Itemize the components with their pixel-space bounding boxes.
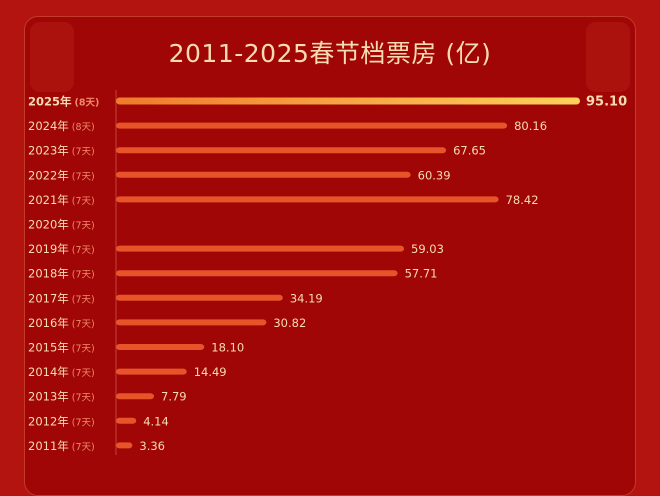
year-label: 2016年 bbox=[28, 316, 69, 330]
year-label: 2020年 bbox=[28, 218, 69, 232]
value-label: 7.79 bbox=[161, 390, 187, 404]
bar-2014年 bbox=[116, 368, 187, 375]
category-label: 2012年 (7天) bbox=[28, 414, 95, 428]
value-label: 60.39 bbox=[418, 168, 451, 182]
category-label: 2017年 (7天) bbox=[28, 291, 95, 305]
category-label: 2016年 (7天) bbox=[28, 316, 95, 330]
duration-label: (7天) bbox=[72, 393, 95, 404]
value-label: 59.03 bbox=[411, 242, 444, 256]
year-label: 2022年 bbox=[28, 168, 69, 182]
value-label: 30.82 bbox=[273, 316, 306, 330]
duration-label: (8天) bbox=[72, 122, 95, 133]
year-label: 2025年 bbox=[28, 95, 72, 109]
value-label: 14.49 bbox=[194, 365, 227, 379]
category-label: 2018年 (7天) bbox=[28, 267, 95, 281]
duration-label: (7天) bbox=[72, 344, 95, 355]
bar-2022年 bbox=[116, 171, 411, 178]
category-label: 2019年 (7天) bbox=[28, 242, 95, 256]
duration-label: (7天) bbox=[72, 442, 95, 453]
year-label: 2011年 bbox=[28, 439, 69, 453]
value-label: 18.10 bbox=[211, 341, 244, 355]
bar-2025年 bbox=[116, 97, 580, 105]
duration-label: (7天) bbox=[72, 368, 95, 379]
chart-title: 2011-2025春节档票房 (亿) bbox=[168, 39, 492, 68]
category-label: 2023年 (7天) bbox=[28, 144, 95, 158]
bar-2012年 bbox=[116, 417, 137, 424]
category-label: 2015年 (7天) bbox=[28, 341, 95, 355]
bar-2017年 bbox=[116, 294, 283, 301]
category-label: 2022年 (7天) bbox=[28, 168, 95, 182]
year-label: 2013年 bbox=[28, 390, 69, 404]
duration-label: (7天) bbox=[72, 319, 95, 330]
category-label: 2025年 (8天) bbox=[28, 95, 99, 109]
bar-2021年 bbox=[116, 196, 499, 203]
lantern-decoration-left bbox=[30, 22, 74, 92]
bar-2018年 bbox=[116, 270, 398, 277]
value-label: 34.19 bbox=[290, 291, 323, 305]
bar-2019年 bbox=[116, 245, 405, 252]
bar-2015年 bbox=[116, 344, 205, 350]
year-label: 2018年 bbox=[28, 267, 69, 281]
year-label: 2014年 bbox=[28, 365, 69, 379]
category-label: 2011年 (7天) bbox=[28, 439, 95, 453]
value-label: 3.36 bbox=[139, 439, 165, 453]
bar-2013年 bbox=[116, 393, 155, 400]
chart-panel bbox=[24, 16, 636, 496]
duration-label: (7天) bbox=[72, 294, 95, 305]
bar-2023年 bbox=[116, 147, 447, 154]
year-label: 2021年 bbox=[28, 193, 69, 207]
bar-2024年 bbox=[116, 122, 508, 129]
bar-2011年 bbox=[116, 442, 133, 449]
bar-2016年 bbox=[116, 319, 267, 326]
year-label: 2024年 bbox=[28, 119, 69, 133]
duration-label: (7天) bbox=[72, 270, 95, 281]
duration-label: (7天) bbox=[72, 245, 95, 256]
category-label: 2014年 (7天) bbox=[28, 365, 95, 379]
value-label: 67.65 bbox=[453, 144, 486, 158]
duration-label: (7天) bbox=[72, 417, 95, 428]
value-label: 57.71 bbox=[405, 267, 438, 281]
year-label: 2023年 bbox=[28, 144, 69, 158]
year-label: 2012年 bbox=[28, 414, 69, 428]
value-label: 80.16 bbox=[514, 119, 547, 133]
category-label: 2013年 (7天) bbox=[28, 390, 95, 404]
category-label: 2021年 (7天) bbox=[28, 193, 95, 207]
value-label: 78.42 bbox=[506, 193, 539, 207]
duration-label: (7天) bbox=[72, 171, 95, 182]
lantern-decoration-right bbox=[586, 22, 630, 92]
duration-label: (7天) bbox=[72, 221, 95, 232]
year-label: 2017年 bbox=[28, 291, 69, 305]
duration-label: (7天) bbox=[72, 147, 95, 158]
value-label: 95.10 bbox=[586, 95, 627, 110]
year-label: 2015年 bbox=[28, 341, 69, 355]
value-label: 4.14 bbox=[143, 414, 169, 428]
category-label: 2024年 (8天) bbox=[28, 119, 95, 133]
duration-label: (7天) bbox=[72, 196, 95, 207]
duration-label: (8天) bbox=[75, 98, 100, 109]
category-label: 2020年 (7天) bbox=[28, 218, 95, 232]
year-label: 2019年 bbox=[28, 242, 69, 256]
